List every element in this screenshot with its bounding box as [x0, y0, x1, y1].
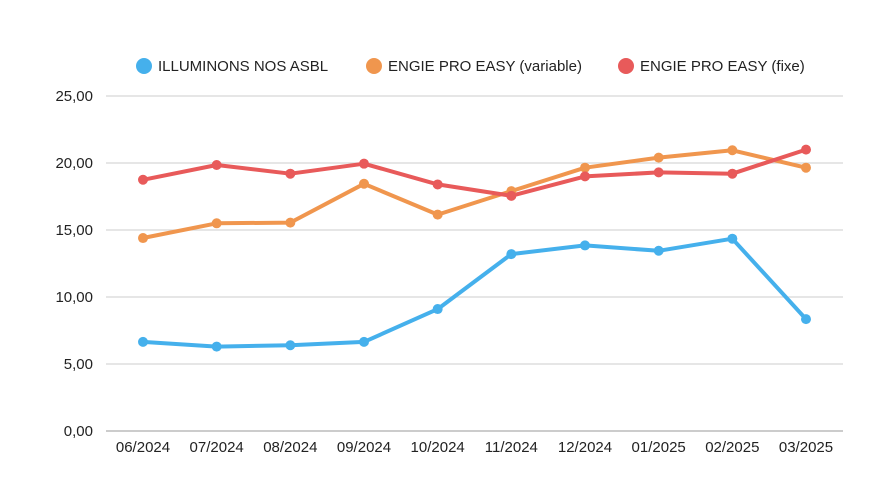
legend-marker: [136, 58, 152, 74]
legend-marker: [618, 58, 634, 74]
legend-label: ENGIE PRO EASY (fixe): [640, 58, 805, 75]
data-point: [727, 233, 738, 244]
x-axis-ticks: 06/2024 07/2024 08/2024 09/2024 10/2024 11/20…: [116, 439, 833, 456]
data-point: [359, 158, 369, 169]
data-point: [801, 314, 811, 325]
series-line-0: [141, 236, 808, 349]
x-tick-label: 12/2024: [558, 439, 612, 456]
y-axis-ticks: 0,00 5,00 10,00 15,00 20,00 25,00: [55, 88, 93, 440]
x-tick-label: 08/2024: [263, 439, 317, 456]
data-point: [432, 209, 443, 220]
data-point: [653, 245, 664, 256]
data-point: [727, 168, 738, 179]
data-point: [580, 162, 590, 173]
data-point: [653, 152, 664, 163]
series-line-1: [141, 148, 808, 240]
gridlines: [106, 95, 843, 432]
legend-marker: [366, 58, 382, 74]
x-tick-label: 06/2024: [116, 439, 170, 456]
legend-label: ENGIE PRO EASY (variable): [388, 58, 582, 75]
x-tick-label: 02/2025: [705, 439, 759, 456]
series-lines: [141, 147, 808, 349]
series-points: [138, 144, 811, 352]
data-point: [359, 336, 369, 347]
data-point: [801, 144, 811, 155]
data-point: [432, 179, 443, 190]
x-tick-label: 07/2024: [190, 439, 244, 456]
data-point: [285, 217, 296, 228]
data-point: [432, 304, 443, 315]
legend-label: ILLUMINONS NOS ASBL: [158, 58, 328, 75]
x-tick-label: 01/2025: [632, 439, 686, 456]
data-point: [801, 162, 811, 173]
data-point: [727, 145, 738, 156]
data-point: [211, 341, 222, 352]
data-point: [285, 340, 296, 351]
data-point: [653, 167, 664, 178]
data-point: [506, 249, 517, 260]
data-point: [580, 171, 590, 182]
x-tick-label: 09/2024: [337, 439, 391, 456]
y-tick-label: 15,00: [55, 222, 93, 239]
y-tick-label: 25,00: [55, 88, 93, 105]
data-point: [359, 178, 369, 189]
legend: ILLUMINONS NOS ASBL ENGIE PRO EASY (varia…: [136, 58, 805, 75]
x-tick-label: 11/2024: [485, 439, 538, 456]
data-point: [506, 190, 517, 201]
legend-item: ENGIE PRO EASY (fixe): [618, 58, 805, 75]
data-point: [580, 240, 590, 251]
x-tick-label: 10/2024: [411, 439, 465, 456]
y-tick-label: 10,00: [55, 289, 93, 306]
data-point: [211, 160, 222, 171]
data-point: [211, 218, 222, 229]
y-tick-label: 20,00: [55, 155, 93, 172]
data-point: [138, 233, 148, 244]
data-point: [138, 174, 148, 185]
legend-item: ENGIE PRO EASY (variable): [366, 58, 582, 75]
data-point: [138, 336, 148, 347]
x-tick-label: 03/2025: [779, 439, 833, 456]
legend-item: ILLUMINONS NOS ASBL: [136, 58, 328, 75]
y-tick-label: 5,00: [64, 356, 93, 373]
y-tick-label: 0,00: [64, 423, 93, 440]
series-line-2: [141, 147, 808, 198]
data-point: [285, 168, 296, 179]
